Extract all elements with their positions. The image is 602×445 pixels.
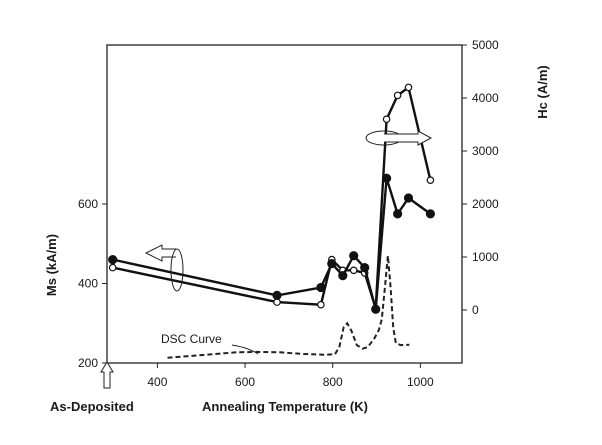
y-right-tick-label: 1000 [472,250,499,264]
y-left-axis-title: Ms (kA/m) [44,234,59,296]
as-deposited-arrow-icon [100,361,114,389]
ms-point [272,290,282,300]
y-right-tick-label: 4000 [472,91,499,105]
ms-axis-ellipse [170,248,184,292]
hc-point [349,266,358,275]
hc-point [404,83,413,92]
hc-point [317,300,325,309]
x-tick-label: 400 [147,375,167,389]
y-right-tick-label: 2000 [472,197,499,211]
dsc-leader-line [231,344,259,355]
ms-point [382,173,392,183]
ms-point [338,271,348,281]
hc-point [426,176,435,185]
ms-point [108,255,118,265]
y-left-tick-label: 200 [78,356,98,370]
x-tick-label: 800 [323,375,343,389]
x-axis-title: Annealing Temperature (K) [202,399,368,414]
ms-point [316,282,326,293]
hc-point [393,91,402,100]
ms-point [327,259,337,269]
series-layer [108,83,435,359]
ms-point [349,251,359,261]
y-right-tick-label: 0 [472,303,479,317]
dsc-curve-line [167,255,410,359]
hc-line [112,85,432,309]
ms-point [403,193,414,203]
ms-point [393,209,403,219]
x-tick-label: 600 [235,375,255,389]
annotations: DSC Curve As-Deposited [50,130,433,414]
as-deposited-label: As-Deposited [50,399,134,414]
hc-point [108,263,117,272]
ms-point [371,304,381,314]
y-right-tick-label: 3000 [472,144,499,158]
y-left-tick-label: 600 [78,197,98,211]
ms-point [425,209,435,219]
hc-point [382,115,391,124]
hc-axis-arrow-icon [384,130,433,146]
y-right-tick-label: 5000 [472,38,499,52]
ms-point [360,263,370,273]
axis-ticks: 400 600 800 1000 200 400 600 0 1000 2000 3000 4000 5… [78,38,499,389]
x-tick-label: 1000 [407,375,434,389]
dsc-curve-label: DSC Curve [161,332,222,346]
y-left-tick-label: 400 [78,277,98,291]
y-right-axis-title: Hc (A/m) [535,65,550,118]
ms-axis-arrow-icon [144,244,176,262]
